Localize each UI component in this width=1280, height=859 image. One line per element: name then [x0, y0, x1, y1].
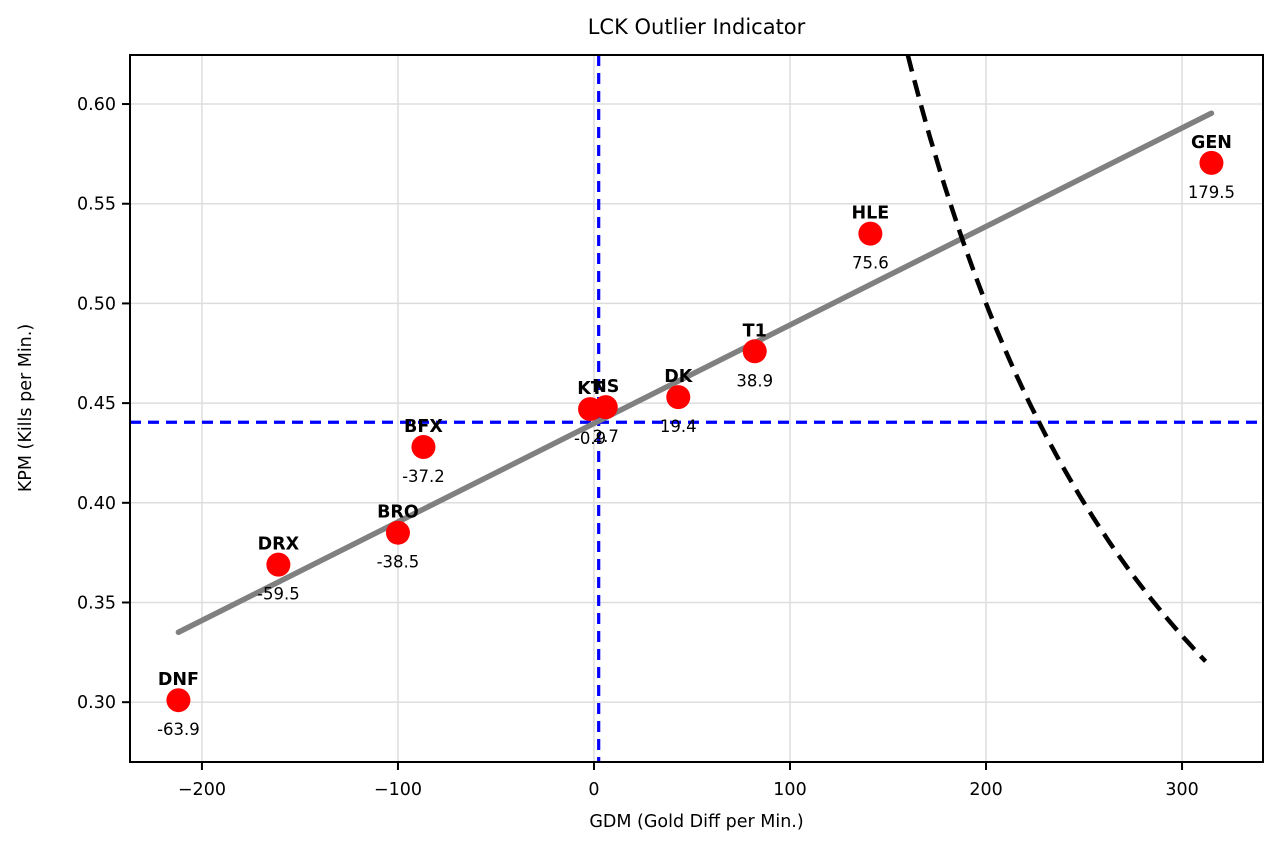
team-label-t1: T1 [743, 321, 767, 341]
value-label-drx: -59.5 [257, 585, 300, 604]
x-tick-label: 100 [773, 780, 806, 800]
value-label-gen: 179.5 [1188, 183, 1235, 202]
value-label-dk: 19.4 [660, 417, 697, 436]
x-tick-label: 200 [969, 780, 1002, 800]
data-point-dk [666, 385, 691, 410]
y-tick-label: 0.35 [77, 593, 116, 613]
value-label-bro: -38.5 [377, 553, 420, 572]
data-point-gen [1199, 150, 1224, 175]
data-point-bro [385, 520, 410, 545]
team-label-dk: DK [664, 367, 694, 387]
value-label-bfx: -37.2 [402, 467, 445, 486]
team-label-gen: GEN [1191, 133, 1232, 153]
value-label-t1: 38.9 [736, 371, 773, 390]
value-label-ns: 2.7 [593, 427, 619, 446]
value-label-dnf: -63.9 [157, 720, 200, 739]
y-tick-label: 0.60 [77, 95, 116, 115]
data-point-drx [266, 552, 291, 577]
x-tick-label: 0 [588, 780, 599, 800]
team-label-kt: KT [577, 379, 603, 399]
team-label-ns: NS [592, 377, 619, 397]
team-label-bfx: BFX [404, 417, 443, 437]
data-point-ns [593, 395, 618, 420]
team-label-hle: HLE [851, 204, 889, 224]
x-tick-label: −200 [178, 780, 226, 800]
value-label-kt: -0.9 [574, 429, 606, 448]
chart-title: LCK Outlier Indicator [587, 15, 806, 39]
x-axis-label: GDM (Gold Diff per Min.) [589, 812, 804, 832]
x-tick-label: −100 [374, 780, 422, 800]
data-point-hle [858, 221, 883, 246]
data-point-bfx [411, 434, 436, 459]
team-label-drx: DRX [258, 535, 300, 555]
team-label-dnf: DNF [158, 670, 199, 690]
threshold-curve [905, 54, 1208, 663]
y-tick-label: 0.55 [77, 195, 116, 215]
data-point-dnf [166, 688, 191, 713]
value-label-hle: 75.6 [852, 254, 889, 273]
x-tick-label: 300 [1165, 780, 1198, 800]
trend-line [175, 110, 1215, 636]
y-tick-label: 0.40 [77, 494, 116, 514]
y-tick-label: 0.50 [77, 294, 116, 314]
data-point-t1 [742, 339, 767, 364]
y-tick-label: 0.30 [77, 693, 116, 713]
plot-border [129, 54, 1264, 763]
y-tick-label: 0.45 [77, 394, 116, 414]
team-label-bro: BRO [377, 503, 419, 523]
